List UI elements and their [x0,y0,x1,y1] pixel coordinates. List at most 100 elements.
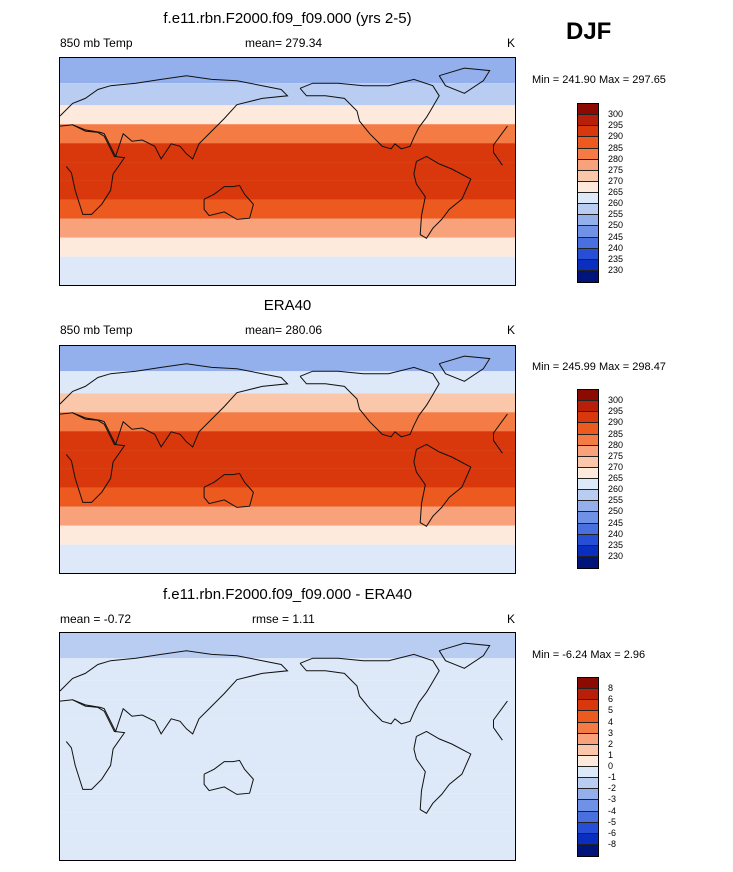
colorbar-tick-label: 245 [608,517,624,528]
colorbar-tick-label: 230 [608,264,624,275]
panel2-map [59,345,516,574]
heatmap-band [60,680,515,700]
colorbar-tick-label: 235 [608,539,624,550]
heatmap-band [60,544,515,573]
colorbar-tick-label: 230 [608,550,624,561]
colorbar-swatch [578,479,598,491]
panel2-mean-label: mean= 280.06 [245,323,323,337]
colorbar-tick-label: 250 [608,220,624,231]
colorbar-tick-label: -8 [608,838,617,849]
colorbar-swatch [578,270,598,282]
colorbar-tick-label: 275 [608,164,624,175]
panel1-minmax: Min = 241.90 Max = 297.65 [532,74,666,86]
panel3-title: f.e11.rbn.F2000.f09_f09.000 - ERA40 [162,586,413,603]
colorbar-swatch [578,412,598,424]
coastline [203,759,254,795]
colorbar-tick-label: 265 [608,473,624,483]
colorbar-swatch [578,711,598,723]
colorbar-tick-label: 245 [608,231,624,242]
colorbar-tick-label: 240 [608,242,624,253]
season-label: DJF [566,18,612,45]
heatmap-band [60,143,515,163]
colorbar-swatch [578,237,598,249]
colorbar-tick-label: 295 [608,406,624,417]
panel1-unit-label: K [507,36,516,50]
colorbar-tick-label: 3 [608,727,614,738]
coastline [438,67,491,94]
coastline [413,730,472,814]
colorbar-tick-label: 270 [608,461,624,472]
colorbar-swatch [578,456,598,468]
heatmap-band [60,831,515,860]
colorbar-swatch [578,126,598,138]
colorbar-swatch [578,423,598,435]
colorbar-tick-label: -1 [608,772,617,783]
colorbar-tick-label: 240 [608,528,624,539]
colorbar-tick-label: -2 [608,783,617,794]
coastline [203,184,254,220]
panel3-colorbar-labels: 8 6 5 4 3 2 1 0 -1 -2 -3 -4 -5 -6 -8 [608,677,648,857]
colorbar-tick-label: 1 [608,749,614,760]
heatmap-band [60,124,515,144]
colorbar-swatch [578,104,598,116]
colorbar-tick-label: 300 [608,109,624,120]
colorbar-tick-label: 300 [608,395,624,406]
colorbar-tick-label: 8 [608,683,614,694]
colorbar-tick-label: 2 [608,738,614,749]
colorbar-swatch [578,401,598,413]
colorbar-tick-label: 280 [608,439,624,450]
heatmap-band [60,755,515,775]
coastline [413,155,472,239]
heatmap-band [60,658,515,681]
panel1-colorbar [577,103,599,283]
colorbar-swatch [578,115,598,127]
heatmap-band [60,793,515,813]
colorbar-swatch [578,159,598,171]
colorbar-swatch [578,523,598,535]
colorbar-swatch [578,545,598,557]
colorbar-swatch [578,148,598,160]
panel2-variable-label: 850 mb Temp [60,323,133,337]
panel3-heatmap [60,633,515,860]
colorbar-swatch [578,733,598,745]
heatmap-band [60,199,515,219]
colorbar-tick-label: 270 [608,175,624,186]
coastline [65,699,508,790]
colorbar-tick-label: 285 [608,142,624,153]
heatmap-band [60,774,515,794]
colorbar-tick-label: 6 [608,694,614,705]
colorbar-tick-label: 235 [608,253,624,264]
panel3-mean-label: mean = -0.72 [60,612,132,626]
colorbar-tick-label: -3 [608,794,617,805]
colorbar-swatch [578,170,598,182]
colorbar-swatch [578,137,598,149]
coastline [438,355,491,382]
heatmap-band [60,737,515,756]
colorbar-tick-label: 295 [608,120,624,131]
colorbar-swatch [578,767,598,779]
colorbar-swatch [578,755,598,767]
heatmap-band [60,256,515,285]
heatmap-band [60,105,515,125]
panel1-variable-label: 850 mb Temp [60,36,133,50]
heatmap-band [60,468,515,488]
coastline [299,653,440,725]
colorbar-tick-label: 255 [608,495,624,506]
panel1-heatmap [60,58,515,285]
coastline [65,412,508,503]
colorbar-swatch [578,390,598,402]
panel1-mean-label: mean= 279.34 [245,36,323,50]
heatmap-band [60,237,515,257]
panel3-unit-label: K [507,612,516,626]
colorbar-tick-label: 280 [608,153,624,164]
colorbar-swatch [578,689,598,701]
panel2-unit-label: K [507,323,516,337]
colorbar-tick-label: 5 [608,705,614,716]
colorbar-tick-label: 265 [608,187,624,197]
heatmap-band [60,180,515,200]
colorbar-swatch [578,844,598,856]
heatmap-band [60,83,515,106]
heatmap-band [60,412,515,432]
colorbar-swatch [578,434,598,446]
heatmap-band [60,450,515,469]
